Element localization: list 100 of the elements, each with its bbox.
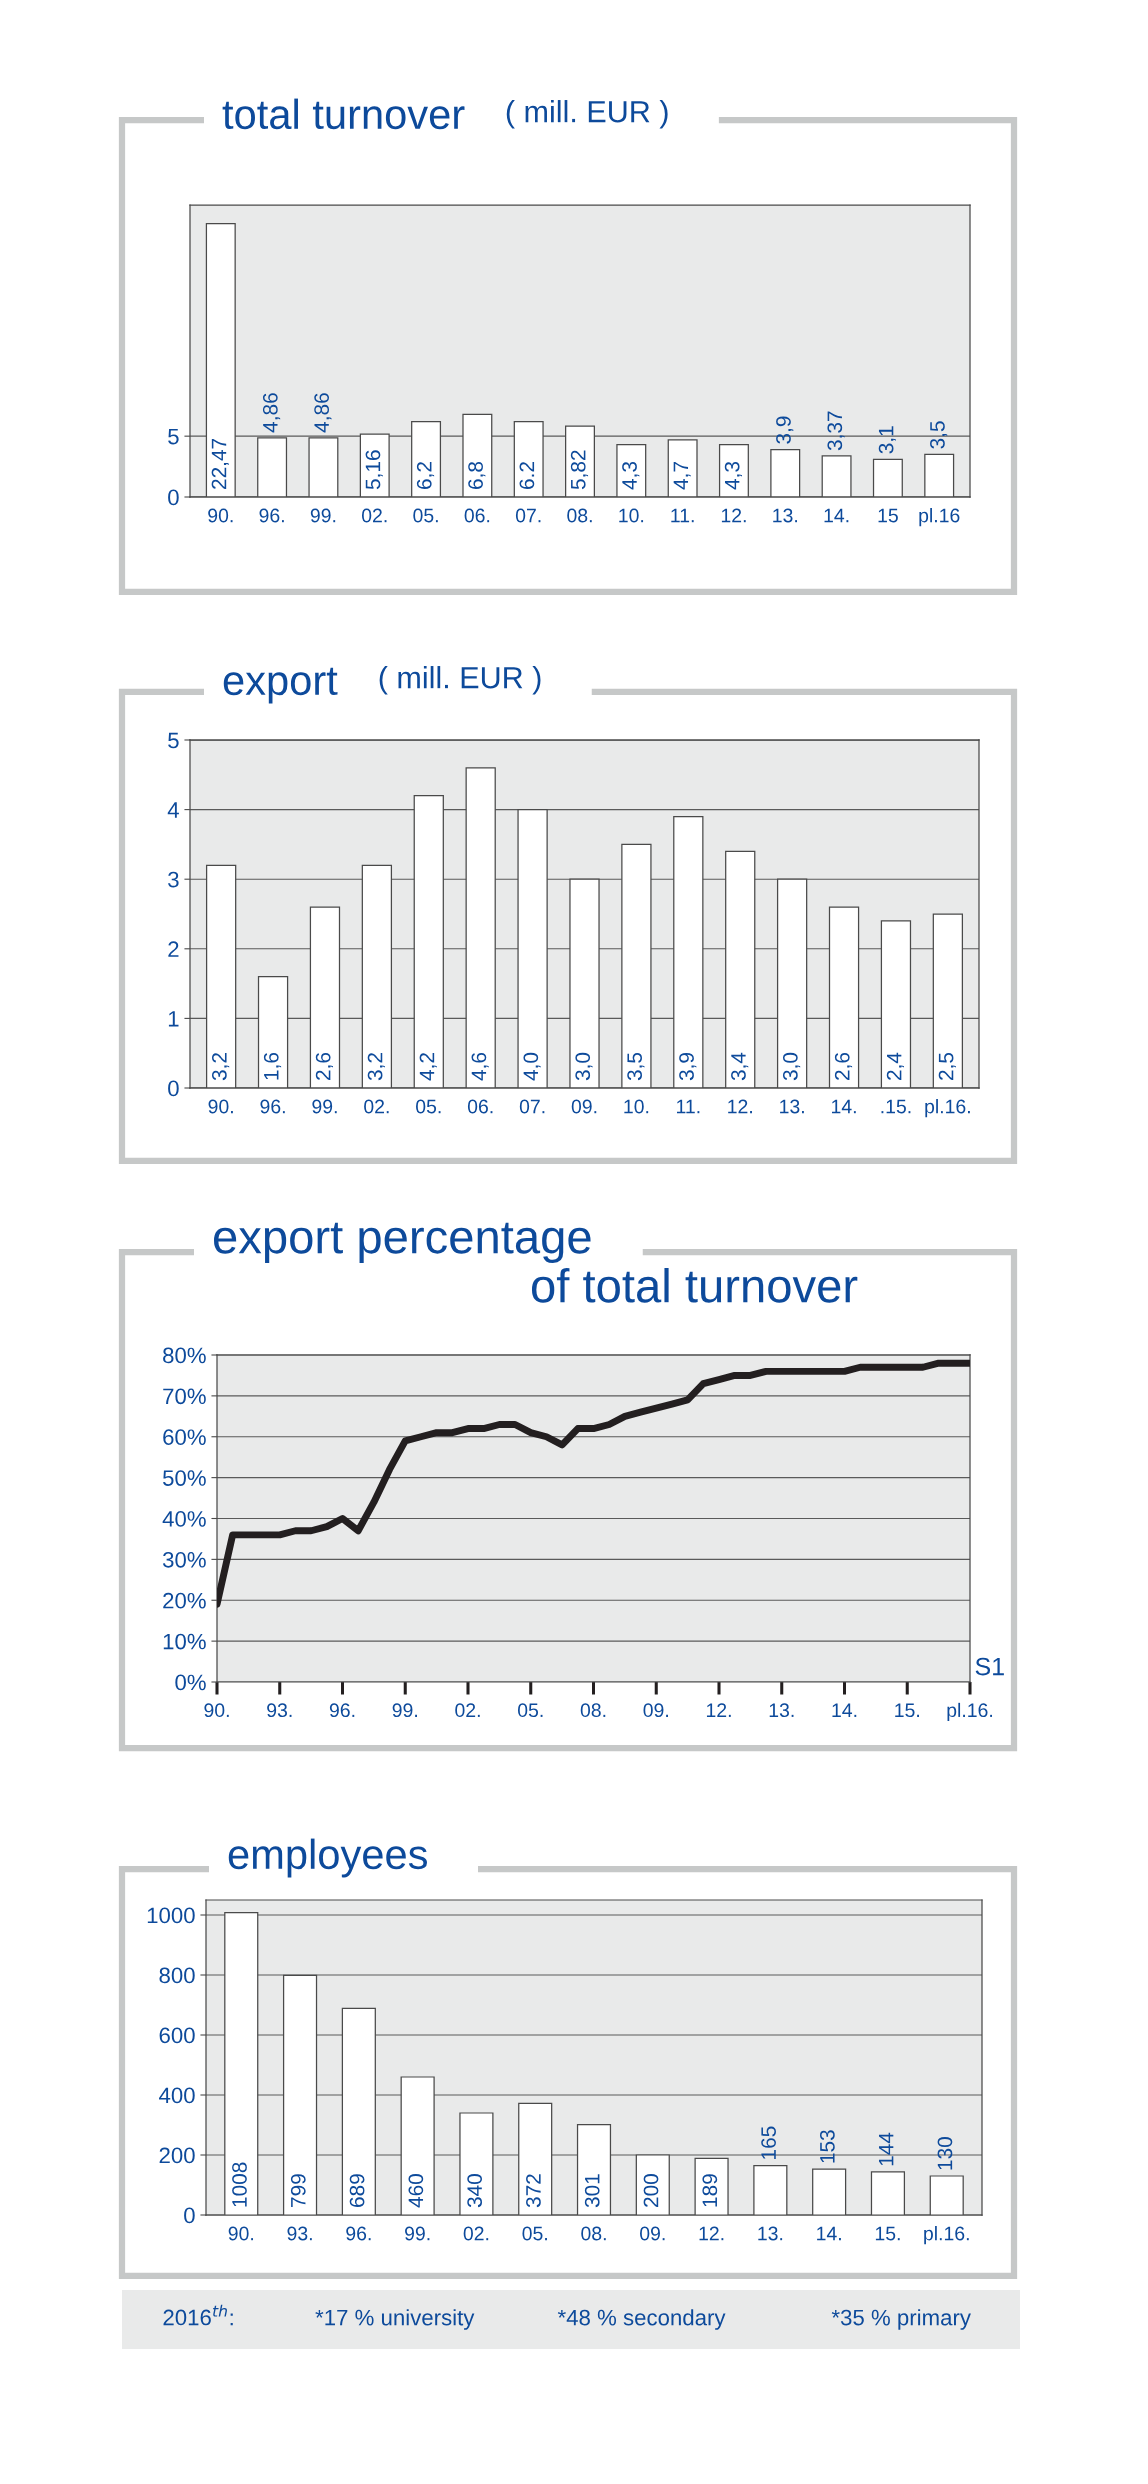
y-tick-label: 80%	[163, 1347, 206, 1364]
data-label: 189	[702, 2174, 718, 2207]
x-tick-label: 99.	[312, 1099, 337, 1114]
chart-subtitle: of total turnover	[531, 1267, 858, 1303]
x-tick-label: 13.	[780, 1099, 804, 1114]
y-tick-label: 800	[159, 1967, 195, 1984]
y-tick-label: 50%	[163, 1470, 206, 1486]
data-label: 799	[290, 2174, 306, 2207]
data-label: 5,82	[570, 450, 589, 490]
data-label: 4,3	[622, 461, 640, 490]
data-label: 5,16	[365, 450, 383, 490]
text: *35 % primary	[831, 2309, 971, 2330]
data-label: 4,6	[471, 1052, 489, 1081]
y-tick-label: 1	[168, 1011, 179, 1027]
data-label: 4,7	[673, 462, 691, 490]
y-tick-label: 20%	[163, 1592, 206, 1609]
y-tick-label: 5	[168, 428, 179, 445]
x-tick-label: 99.	[310, 508, 336, 523]
x-tick-label: 14.	[824, 508, 849, 523]
y-tick-label: 30%	[162, 1551, 206, 1568]
x-tick-label: 90.	[208, 1099, 233, 1114]
data-label: 4,3	[724, 461, 742, 490]
data-label: 6,2	[416, 462, 435, 489]
data-label: 1,6	[263, 1052, 282, 1080]
x-tick-label: 90.	[204, 1703, 229, 1718]
x-tick-label: 14.	[832, 1703, 857, 1717]
x-tick-label: 09.	[643, 1703, 668, 1718]
data-label: 3,2	[211, 1053, 230, 1081]
data-label: 340	[467, 2174, 483, 2208]
x-tick-label: 07.	[519, 1099, 545, 1114]
y-tick-label: 200	[159, 2147, 195, 2164]
x-tick-label: 14.	[817, 2226, 841, 2241]
x-tick-label: 10.	[619, 508, 644, 523]
x-tick-label: 96.	[346, 2226, 371, 2241]
x-tick-label: 11.	[671, 508, 694, 523]
data-label: 2,5	[938, 1052, 956, 1080]
x-tick-label: 13.	[758, 2226, 783, 2241]
x-tick-label: 15.	[875, 2226, 900, 2241]
x-tick-label: 09.	[571, 1099, 597, 1114]
data-label: 6,8	[468, 461, 486, 489]
text: 2016$^{th}$:	[163, 2304, 233, 2326]
x-tick-label: 15.	[895, 1703, 919, 1718]
data-label: 460	[408, 2174, 424, 2208]
data-label: 3,37	[827, 411, 845, 451]
x-tick-label: 05.	[413, 508, 438, 523]
y-tick-label: 0	[184, 2207, 195, 2224]
chart-title: total turnover	[222, 98, 465, 130]
chart-subtitle: ( mill. EUR )	[506, 100, 668, 129]
y-tick-label: 4	[167, 802, 179, 818]
data-label: 3,0	[575, 1052, 593, 1081]
x-tick-label: 15	[878, 508, 898, 523]
x-tick-label: 99.	[392, 1703, 417, 1718]
data-label: 144	[878, 2132, 894, 2166]
x-tick-label: 02.	[463, 2226, 489, 2241]
x-tick-label: 13.	[769, 1703, 794, 1718]
data-label: 4,2	[419, 1053, 437, 1081]
x-tick-label: 12.	[728, 1099, 752, 1114]
x-tick-label: 11.	[677, 1099, 700, 1114]
x-tick-label: 08.	[567, 508, 592, 523]
x-tick-label: 06.	[467, 1099, 493, 1114]
y-tick-label: 60%	[163, 1429, 206, 1446]
y-tick-label: 5	[168, 732, 179, 749]
x-tick-label: 12.	[721, 508, 746, 523]
data-label: 153	[819, 2130, 835, 2163]
x-tick-label: 05.	[522, 2226, 547, 2241]
data-label: 3,2	[367, 1053, 385, 1081]
x-tick-label: 90.	[208, 508, 233, 523]
data-label: 689	[349, 2174, 365, 2207]
y-tick-label: 3	[168, 871, 179, 888]
x-tick-label: 02.	[455, 1703, 480, 1718]
chart-title: export	[223, 667, 338, 704]
text: *48 % secondary	[557, 2309, 726, 2330]
y-tick-label: 2	[168, 941, 179, 957]
data-label: 3,5	[627, 1052, 645, 1081]
x-tick-label: 96.	[329, 1703, 355, 1718]
y-tick-label: 600	[159, 2027, 195, 2044]
y-tick-label: 0	[168, 489, 179, 506]
x-tick-label: 13.	[773, 508, 798, 523]
x-tick-label: 08.	[581, 2226, 606, 2241]
x-tick-label: 96.	[260, 1099, 285, 1114]
x-tick-label: pl.16	[919, 508, 960, 527]
y-tick-label: 0	[168, 1080, 179, 1097]
x-tick-label: 90.	[228, 2226, 254, 2241]
y-tick-label: 400	[159, 2087, 195, 2104]
x-tick-label: 93.	[267, 1703, 292, 1718]
x-tick-label: 06.	[464, 508, 490, 523]
y-tick-label: 1000	[147, 1907, 195, 1924]
y-tick-label: 40%	[162, 1511, 206, 1527]
y-tick-label: 0%	[175, 1674, 206, 1691]
x-tick-label: 05.	[416, 1099, 441, 1114]
x-tick-label: 08.	[580, 1703, 606, 1718]
data-label: 3,5	[930, 421, 948, 449]
data-label: 4,86	[314, 393, 332, 433]
x-tick-label: pl.16.	[924, 2226, 969, 2245]
x-tick-label: 07.	[515, 508, 541, 523]
data-label: 3,0	[782, 1052, 801, 1081]
x-tick-label: 09.	[640, 2226, 665, 2241]
x-tick-label: 02.	[364, 1099, 389, 1114]
x-tick-label: .15.	[881, 1099, 911, 1114]
data-label: 3,9	[776, 416, 794, 444]
